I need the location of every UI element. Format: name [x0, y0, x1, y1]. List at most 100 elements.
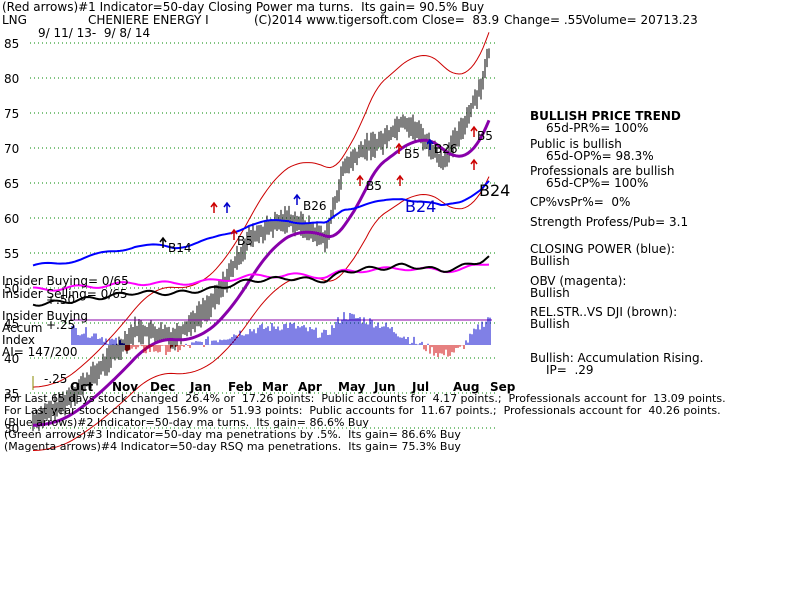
signal-arrow-icon: [395, 142, 403, 154]
ticker-symbol: LNG: [2, 13, 27, 27]
obv-path: [32, 263, 490, 292]
right-line-14: Bullish: Accumulation Rising.: [530, 351, 704, 365]
x-tick-label: Sep: [490, 380, 516, 394]
x-tick-label: Jul: [411, 380, 429, 394]
closing-power-path: [32, 180, 490, 267]
accum-label: Accum: [2, 321, 43, 335]
right-line-15: IP= .29: [546, 363, 594, 377]
change-value: Change= .55: [504, 13, 583, 27]
signal-label: B5: [404, 147, 420, 161]
right-line-2: Public is bullish: [530, 137, 622, 151]
signal-arrow-icon: [470, 158, 478, 170]
insider-selling-label: Insider Selling= 0/65: [2, 287, 128, 301]
bottom-line-2: (Blue arrows)#2 Indicator=50-day ma turn…: [4, 416, 369, 429]
indicator-1-line: (Red arrows)#1 Indicator=50-day Closing …: [2, 0, 485, 14]
lower-band: [32, 176, 490, 451]
y-tick-label: 35: [4, 387, 19, 401]
volume-value: Volume= 20713.23: [582, 13, 698, 27]
signal-arrow-icon: [426, 138, 434, 150]
right-line-0: BULLISH PRICE TREND: [530, 109, 681, 123]
x-tick-label: Jun: [373, 380, 396, 394]
right-line-11: Bullish: [530, 286, 570, 300]
x-tick-label: May: [338, 380, 366, 394]
signal-arrow-icon: [356, 174, 364, 186]
accumulation-index: [70, 312, 492, 357]
x-tick-label: Mar: [262, 380, 288, 394]
y-tick-label: 30: [4, 422, 19, 436]
x-tick-label: Jan: [189, 380, 211, 394]
signal-label: B14: [168, 241, 192, 255]
signal-arrows: B14 B5 B26 B5 B5 B26 B5 B24 B24: [159, 125, 510, 255]
price-bands: [32, 32, 490, 451]
index-label: Index: [2, 333, 36, 347]
month-labels: Oct Nov Dec Jan Feb Mar Apr May Jun Jul Aug Sep: [32, 376, 516, 394]
ma50-line: [32, 119, 491, 427]
x-tick-label: Apr: [298, 380, 322, 394]
y-tick-label: 45: [4, 317, 19, 331]
right-line-5: 65d-CP%= 100%: [546, 176, 649, 190]
signal-arrow-icon: [396, 174, 404, 186]
company-name: CHENIERE ENERGY I: [88, 13, 209, 27]
signal-label: B5: [237, 234, 253, 248]
y-tick-label: 75: [4, 107, 19, 121]
y-tick-label: 60: [4, 212, 19, 226]
signal-label: B24: [405, 197, 436, 216]
signal-label: B26: [434, 142, 458, 156]
right-line-6: CP%vsPr%= 0%: [530, 195, 631, 209]
x-tick-label: Feb: [228, 380, 253, 394]
closing-power-line: [32, 180, 490, 267]
bottom-line-3: (Green arrows)#3 Indicator=50-day ma pen…: [4, 428, 461, 441]
signal-label: B5: [477, 129, 493, 143]
insider-buying-2-label: Insider Buying: [2, 309, 88, 323]
ai-label: AI= 147/200: [2, 345, 78, 359]
price-y-tick-labels: 30 35 40 45 50 55 60 65 70 75 80 85: [4, 37, 19, 436]
plus25-label: +.25: [46, 318, 76, 332]
y-tick-label: 65: [4, 177, 19, 191]
y-tick-label: 40: [4, 352, 19, 366]
right-line-8: CLOSING POWER (blue):: [530, 242, 675, 256]
upper-band: [32, 32, 490, 388]
right-line-9: Bullish: [530, 254, 570, 268]
signal-label: B5: [366, 179, 382, 193]
plus50-label: +.50: [46, 293, 76, 307]
price-grid: [30, 42, 495, 429]
minus25-label: -.25: [44, 372, 68, 386]
x-tick-label: Aug: [453, 380, 479, 394]
bottom-line-1: For Last year stock changed 156.9% or 51…: [4, 404, 721, 417]
y-tick-label: 55: [4, 247, 19, 261]
close-value: Close= 83.9: [422, 13, 500, 27]
x-tick-label: Dec: [150, 380, 175, 394]
signal-arrow-icon: [210, 201, 218, 213]
signal-arrow-icon: [159, 236, 167, 248]
right-line-1: 65d-PR%= 100%: [546, 121, 649, 135]
right-line-13: Bullish: [530, 317, 570, 331]
right-line-3: 65d-OP%= 98.3%: [546, 149, 654, 163]
date-range: 9/ 11/ 13- 9/ 8/ 14: [38, 26, 151, 40]
y-tick-label: 70: [4, 142, 19, 156]
rel-str-path: [32, 255, 490, 307]
signal-arrow-icon: [230, 228, 238, 240]
signal-arrow-icon: [223, 201, 231, 213]
signal-arrow-icon: [293, 193, 301, 205]
x-tick-label: Oct: [70, 380, 93, 394]
right-line-10: OBV (magenta):: [530, 274, 627, 288]
ma50-path: [32, 119, 491, 427]
price-bars: [32, 48, 490, 432]
signal-label: B24: [479, 181, 510, 200]
y-tick-label: 80: [4, 72, 19, 86]
right-line-12: REL.STR..VS DJI (brown):: [530, 305, 678, 319]
signal-arrow-icon: [470, 125, 478, 137]
bottom-line-0: For Last 65 days stock changed 26.4% or …: [4, 392, 726, 405]
y-tick-label: 50: [4, 282, 19, 296]
x-tick-label: Nov: [112, 380, 138, 394]
bottom-line-4: (Magenta arrows)#4 Indicator=50-day RSQ …: [4, 440, 461, 453]
insider-buying-label: Insider Buying= 0/65: [2, 274, 129, 288]
lower-indicators: [32, 255, 490, 307]
copyright: (C)2014 www.tigersoft.com: [254, 13, 418, 27]
signal-label: B26: [303, 199, 327, 213]
y-tick-label: 85: [4, 37, 19, 51]
right-line-7: Strength Profess/Pub= 3.1: [530, 215, 689, 229]
right-line-4: Professionals are bullish: [530, 164, 675, 178]
